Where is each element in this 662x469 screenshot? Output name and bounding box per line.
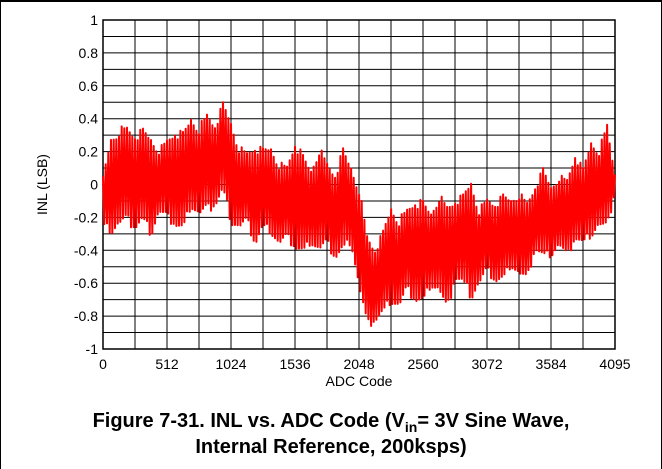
y-tick-label: 0.4 <box>79 111 99 127</box>
x-tick-label: 512 <box>155 356 179 372</box>
y-tick-label: -0.6 <box>74 275 98 291</box>
x-tick-label: 1024 <box>215 356 246 372</box>
y-tick-label: 0 <box>90 177 98 193</box>
x-tick-label: 3584 <box>536 356 567 372</box>
x-tick-label: 2560 <box>408 356 439 372</box>
y-tick-label: -1 <box>86 341 99 357</box>
x-tick-label: 0 <box>99 356 107 372</box>
inl-series-line <box>102 101 616 327</box>
y-tick-label: -0.4 <box>74 242 98 258</box>
x-tick-label: 2048 <box>343 356 374 372</box>
figure-caption-line2: Internal Reference, 200ksps) <box>195 436 467 458</box>
y-tick-label: 0.8 <box>79 45 99 61</box>
x-tick-label: 1536 <box>279 356 310 372</box>
figure-caption-line1: Figure 7-31. INL vs. ADC Code (Vin= 3V S… <box>92 410 570 435</box>
y-tick-label: 1 <box>90 12 98 28</box>
x-axis-label: ADC Code <box>326 373 393 389</box>
y-tick-label: 0.2 <box>79 144 99 160</box>
top-rule <box>0 0 662 2</box>
x-tick-label: 3072 <box>472 356 503 372</box>
x-tick-label: 4095 <box>599 356 630 372</box>
y-axis-label: INL (LSB) <box>34 154 50 215</box>
inl-chart: 10.80.60.40.20-0.2-0.4-0.6-0.8-10 512 1024… <box>34 12 631 389</box>
y-tick-label: -0.8 <box>74 308 98 324</box>
y-tick-label: 0.6 <box>79 78 99 94</box>
y-tick-label: -0.2 <box>74 209 98 225</box>
